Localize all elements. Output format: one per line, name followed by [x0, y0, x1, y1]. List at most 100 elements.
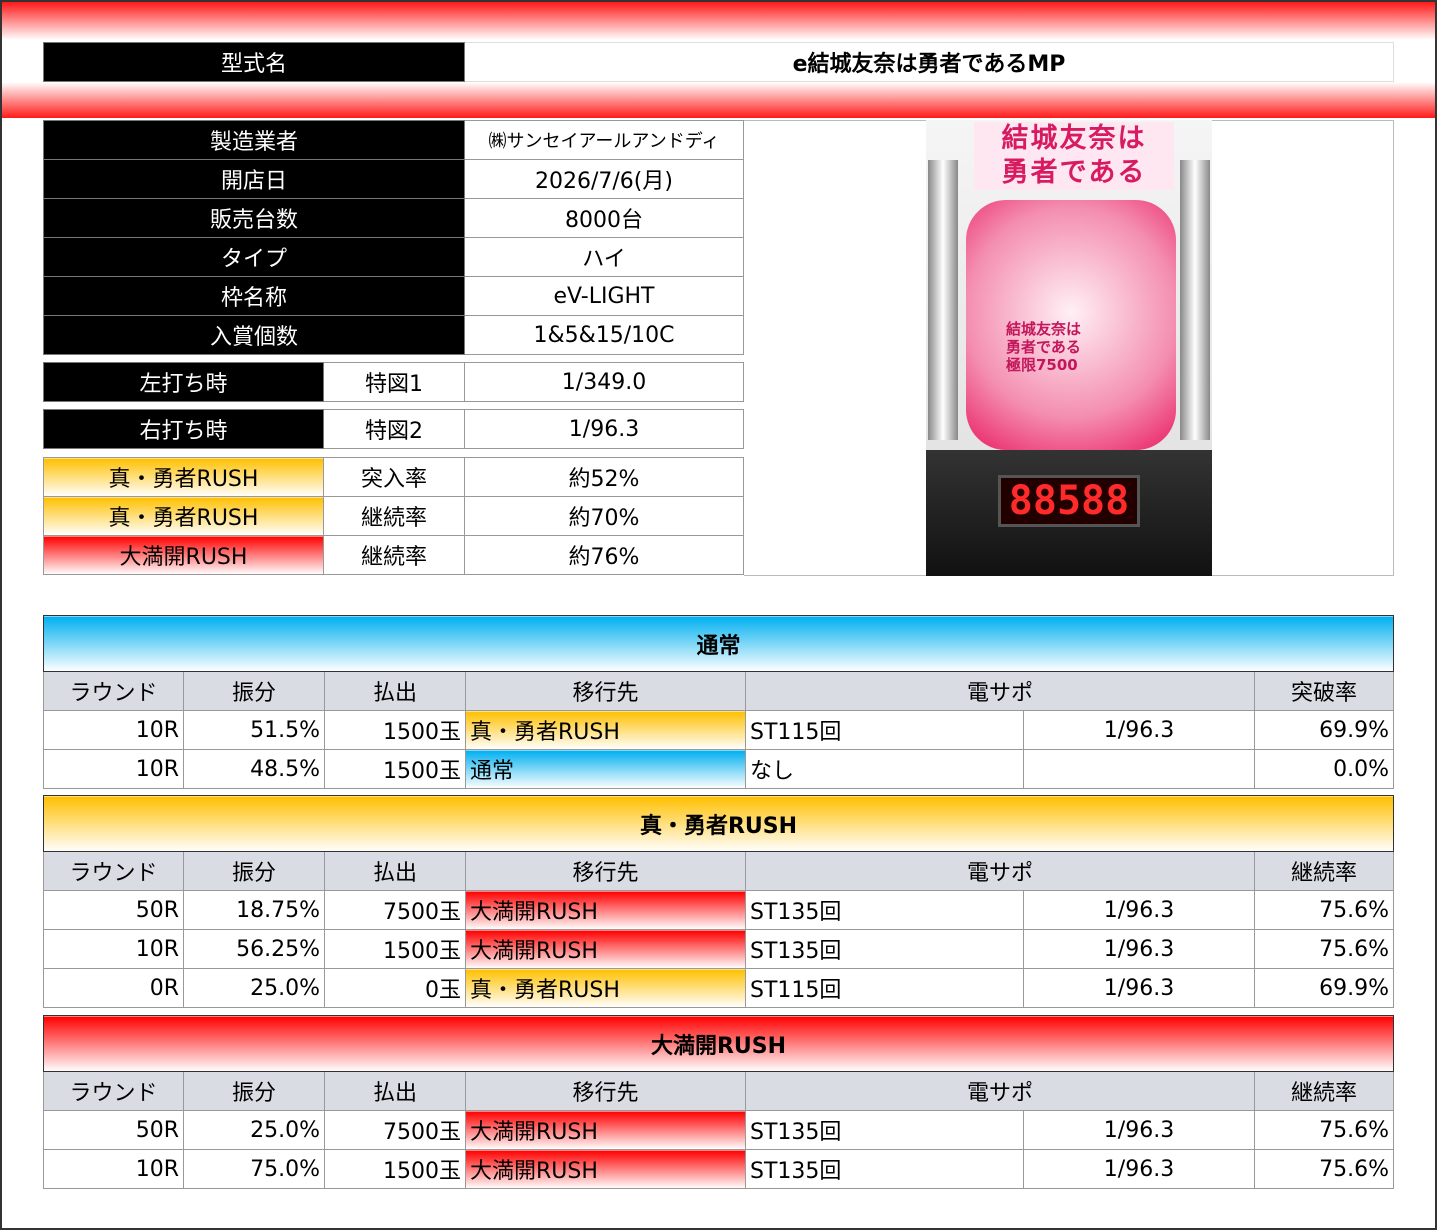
rate-cell: 69.9% — [1254, 710, 1394, 750]
info-row: タイプ ハイ — [43, 237, 744, 277]
destination-cell: 大満開RUSH — [465, 929, 746, 969]
column-header: 電サポ — [745, 1071, 1255, 1111]
info-row: 開店日 2026/7/6(月) — [43, 159, 744, 199]
info-label: 販売台数 — [43, 198, 465, 238]
probability-cell: 1/96.3 — [1023, 968, 1255, 1008]
column-header: 移行先 — [465, 851, 746, 891]
column-header: 継続率 — [1254, 851, 1394, 891]
rate-cell: 69.9% — [1254, 968, 1394, 1008]
column-header: 払出 — [324, 1071, 466, 1111]
rush-value: 約76% — [464, 535, 744, 575]
section-table: 通常 ラウンド 振分 払出 移行先 電サポ 突破率 10R 51.5% 1500玉 真・勇者RUSH… — [43, 615, 1394, 789]
table-row: 50R 18.75% 7500玉 大満開RUSH ST135回 1/96.3 75.6% — [43, 890, 1394, 930]
ratio-cell: 48.5% — [183, 749, 325, 789]
probability-cell — [1023, 749, 1255, 789]
probability-cell: 1/96.3 — [1023, 1110, 1255, 1150]
rush-sub: 継続率 — [323, 535, 465, 575]
column-header: ラウンド — [43, 1071, 184, 1111]
section-table: 真・勇者RUSH ラウンド 振分 払出 移行先 電サポ 継続率 50R 18.75% 7500玉大… — [43, 795, 1394, 1008]
machine-logo: 結城友奈は 勇者である — [974, 122, 1174, 190]
hit-sub: 特図2 — [323, 409, 465, 449]
section-title: 大満開RUSH — [43, 1015, 1394, 1072]
ratio-cell: 18.75% — [183, 890, 325, 930]
table-row: 10R 48.5% 1500玉 通常 なし 0.0% — [43, 749, 1394, 789]
destination-cell: 大満開RUSH — [465, 1110, 746, 1150]
ratio-cell: 75.0% — [183, 1149, 325, 1189]
rush-row: 真・勇者RUSH 突入率 約52% — [43, 457, 744, 497]
column-header: 振分 — [183, 1071, 325, 1111]
info-value: 1&5&15/10C — [464, 315, 744, 355]
round-cell: 50R — [43, 1110, 184, 1150]
info-label: 枠名称 — [43, 276, 465, 316]
machine-side-left — [928, 160, 958, 440]
table-row: 10R 56.25% 1500玉 大満開RUSH ST135回 1/96.3 75.6% — [43, 929, 1394, 969]
rush-value: 約70% — [464, 496, 744, 536]
probability-cell: 1/96.3 — [1023, 929, 1255, 969]
machine-sub-logo: 結城友奈は 勇者である 極限7500 — [1006, 320, 1082, 374]
rush-label: 真・勇者RUSH — [43, 457, 324, 497]
rate-cell: 75.6% — [1254, 929, 1394, 969]
destination-cell: 真・勇者RUSH — [465, 968, 746, 1008]
column-header: 電サポ — [745, 851, 1255, 891]
info-value: eV-LIGHT — [464, 276, 744, 316]
hit-row: 右打ち時 特図2 1/96.3 — [43, 409, 744, 449]
machine-screen — [966, 200, 1176, 450]
top-red-band — [2, 2, 1435, 40]
hit-sub: 特図1 — [323, 362, 465, 402]
machine-side-right — [1180, 160, 1210, 440]
rush-sub: 継続率 — [323, 496, 465, 536]
hit-table-left: 左打ち時 特図1 1/349.0 — [43, 362, 744, 402]
rate-cell: 0.0% — [1254, 749, 1394, 789]
ratio-cell: 56.25% — [183, 929, 325, 969]
info-value: 2026/7/6(月) — [464, 159, 744, 199]
destination-cell: 真・勇者RUSH — [465, 710, 746, 750]
hit-row: 左打ち時 特図1 1/349.0 — [43, 362, 744, 402]
info-row: 製造業者 ㈱サンセイアールアンドディ — [43, 120, 744, 160]
support-cell: なし — [745, 749, 1024, 789]
model-name-table: 型式名 e結城友奈は勇者であるMP — [43, 42, 1394, 82]
column-header: 払出 — [324, 851, 466, 891]
rate-cell: 75.6% — [1254, 890, 1394, 930]
rush-table: 真・勇者RUSH 突入率 約52% 真・勇者RUSH 継続率 約70% 大満開RUSH 継続率… — [43, 457, 744, 575]
probability-cell: 1/96.3 — [1023, 1149, 1255, 1189]
hit-label: 左打ち時 — [43, 362, 324, 402]
rush-row: 真・勇者RUSH 継続率 約70% — [43, 496, 744, 536]
info-value: ㈱サンセイアールアンドディ — [464, 120, 744, 160]
info-row: 枠名称 eV-LIGHT — [43, 276, 744, 316]
rate-cell: 75.6% — [1254, 1149, 1394, 1189]
column-header: 振分 — [183, 671, 325, 711]
support-cell: ST115回 — [745, 968, 1024, 1008]
info-row: 販売台数 8000台 — [43, 198, 744, 238]
info-value: ハイ — [464, 237, 744, 277]
destination-cell: 通常 — [465, 749, 746, 789]
info-row: 入賞個数 1&5&15/10C — [43, 315, 744, 355]
second-red-band — [2, 82, 1435, 118]
model-value: e結城友奈は勇者であるMP — [464, 42, 1394, 82]
support-cell: ST135回 — [745, 1110, 1024, 1150]
round-cell: 10R — [43, 749, 184, 789]
column-header: ラウンド — [43, 671, 184, 711]
info-label: 製造業者 — [43, 120, 465, 160]
ratio-cell: 51.5% — [183, 710, 325, 750]
payout-cell: 0玉 — [324, 968, 466, 1008]
hit-table-right: 右打ち時 特図2 1/96.3 — [43, 409, 744, 449]
table-row: 0R 25.0% 0玉 真・勇者RUSH ST115回 1/96.3 69.9% — [43, 968, 1394, 1008]
destination-cell: 大満開RUSH — [465, 890, 746, 930]
support-cell: ST135回 — [745, 929, 1024, 969]
support-cell: ST135回 — [745, 890, 1024, 930]
column-header: 払出 — [324, 671, 466, 711]
round-cell: 10R — [43, 1149, 184, 1189]
table-row: 50R 25.0% 7500玉 大満開RUSH ST135回 1/96.3 75.6% — [43, 1110, 1394, 1150]
rate-cell: 75.6% — [1254, 1110, 1394, 1150]
column-header: 電サポ — [745, 671, 1255, 711]
info-label: タイプ — [43, 237, 465, 277]
round-cell: 10R — [43, 929, 184, 969]
ratio-cell: 25.0% — [183, 968, 325, 1008]
info-table: 製造業者 ㈱サンセイアールアンドディ 開店日 2026/7/6(月) 販売台数 8000台… — [43, 120, 744, 355]
table-row: 10R 75.0% 1500玉 大満開RUSH ST135回 1/96.3 75.6% — [43, 1149, 1394, 1189]
column-header: 継続率 — [1254, 1071, 1394, 1111]
section-title: 通常 — [43, 615, 1394, 672]
machine-image: 結城友奈は 勇者である 結城友奈は 勇者である 極限7500 88588 — [926, 120, 1212, 576]
round-cell: 10R — [43, 710, 184, 750]
